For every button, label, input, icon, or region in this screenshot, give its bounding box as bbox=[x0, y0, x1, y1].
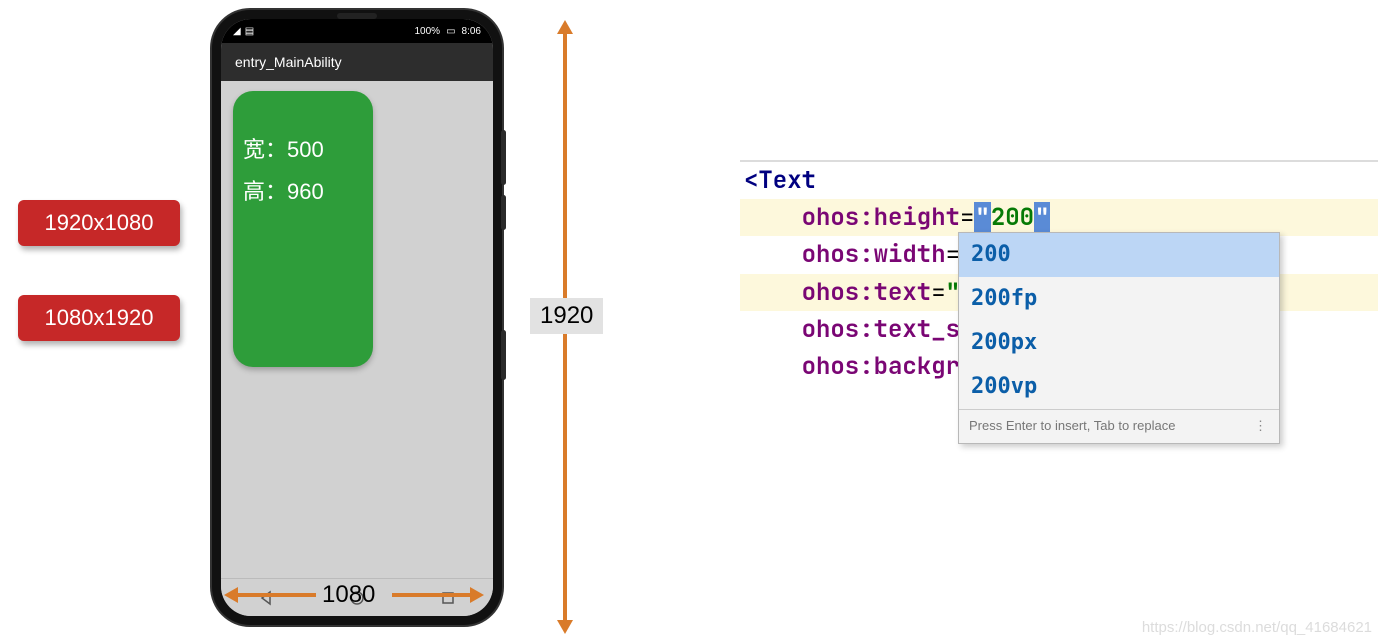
resolution-badge-landscape: 1920x1080 bbox=[18, 200, 180, 246]
autocomplete-popup[interactable]: 200 200fp 200px 200vp Press Enter to ins… bbox=[958, 232, 1280, 444]
autocomplete-item[interactable]: 200fp bbox=[959, 277, 1279, 321]
phone-side-button bbox=[501, 130, 506, 185]
battery-icon: ▭ bbox=[446, 26, 455, 37]
battery-text: 100% bbox=[415, 26, 441, 37]
status-left-icons: ◢ ▤ bbox=[233, 26, 254, 37]
phone-side-button bbox=[501, 195, 506, 230]
quote-selected: " bbox=[974, 202, 990, 233]
card-height-line: 高：960 bbox=[243, 171, 365, 213]
phone-screen: ◢ ▤ 100% ▭ 8:06 entry_MainAbility 宽：500 … bbox=[221, 19, 493, 616]
card-width-line: 宽：500 bbox=[243, 129, 365, 171]
autocomplete-item[interactable]: 200vp bbox=[959, 365, 1279, 409]
status-bar: ◢ ▤ 100% ▭ 8:06 bbox=[221, 19, 493, 43]
phone-side-button bbox=[501, 330, 506, 380]
attr-name: ohos:text bbox=[802, 277, 932, 308]
attr-name: ohos:height bbox=[802, 202, 960, 233]
app-title: entry_MainAbility bbox=[235, 54, 342, 70]
autocomplete-item[interactable]: 200 bbox=[959, 233, 1279, 277]
width-arrow-left bbox=[236, 593, 316, 597]
attr-name: ohos:width bbox=[802, 239, 946, 270]
width-dimension-label: 1080 bbox=[322, 581, 375, 609]
wifi-icon: ▤ bbox=[245, 26, 254, 37]
width-arrow-right bbox=[392, 593, 472, 597]
phone-content-area: 宽：500 高：960 bbox=[221, 81, 493, 578]
autocomplete-item[interactable]: 200px bbox=[959, 321, 1279, 365]
code-line-tag: <Text bbox=[740, 162, 1378, 199]
xml-tag-open: <Text bbox=[744, 165, 816, 196]
clock-text: 8:06 bbox=[462, 26, 481, 37]
phone-frame: ◢ ▤ 100% ▭ 8:06 entry_MainAbility 宽：500 … bbox=[212, 10, 502, 625]
app-title-bar: entry_MainAbility bbox=[221, 43, 493, 81]
text-component-preview: 宽：500 高：960 bbox=[233, 91, 373, 367]
status-right: 100% ▭ 8:06 bbox=[415, 26, 482, 37]
autocomplete-footer: Press Enter to insert, Tab to replace ⋮ bbox=[959, 409, 1279, 442]
signal-icon: ◢ bbox=[233, 26, 241, 37]
code-line-height: ohos:height="200" bbox=[740, 199, 1378, 236]
height-dimension-label: 1920 bbox=[530, 298, 603, 334]
resolution-badge-portrait: 1080x1920 bbox=[18, 295, 180, 341]
watermark-text: https://blog.csdn.net/qq_41684621 bbox=[1142, 619, 1372, 636]
attr-val-caret: 200 bbox=[991, 202, 1034, 233]
autocomplete-hint: Press Enter to insert, Tab to replace bbox=[969, 416, 1175, 436]
code-editor[interactable]: <Text ohos:height="200" ohos:width="2 oh… bbox=[740, 160, 1378, 385]
more-icon[interactable]: ⋮ bbox=[1254, 416, 1269, 436]
quote-selected: " bbox=[1034, 202, 1050, 233]
